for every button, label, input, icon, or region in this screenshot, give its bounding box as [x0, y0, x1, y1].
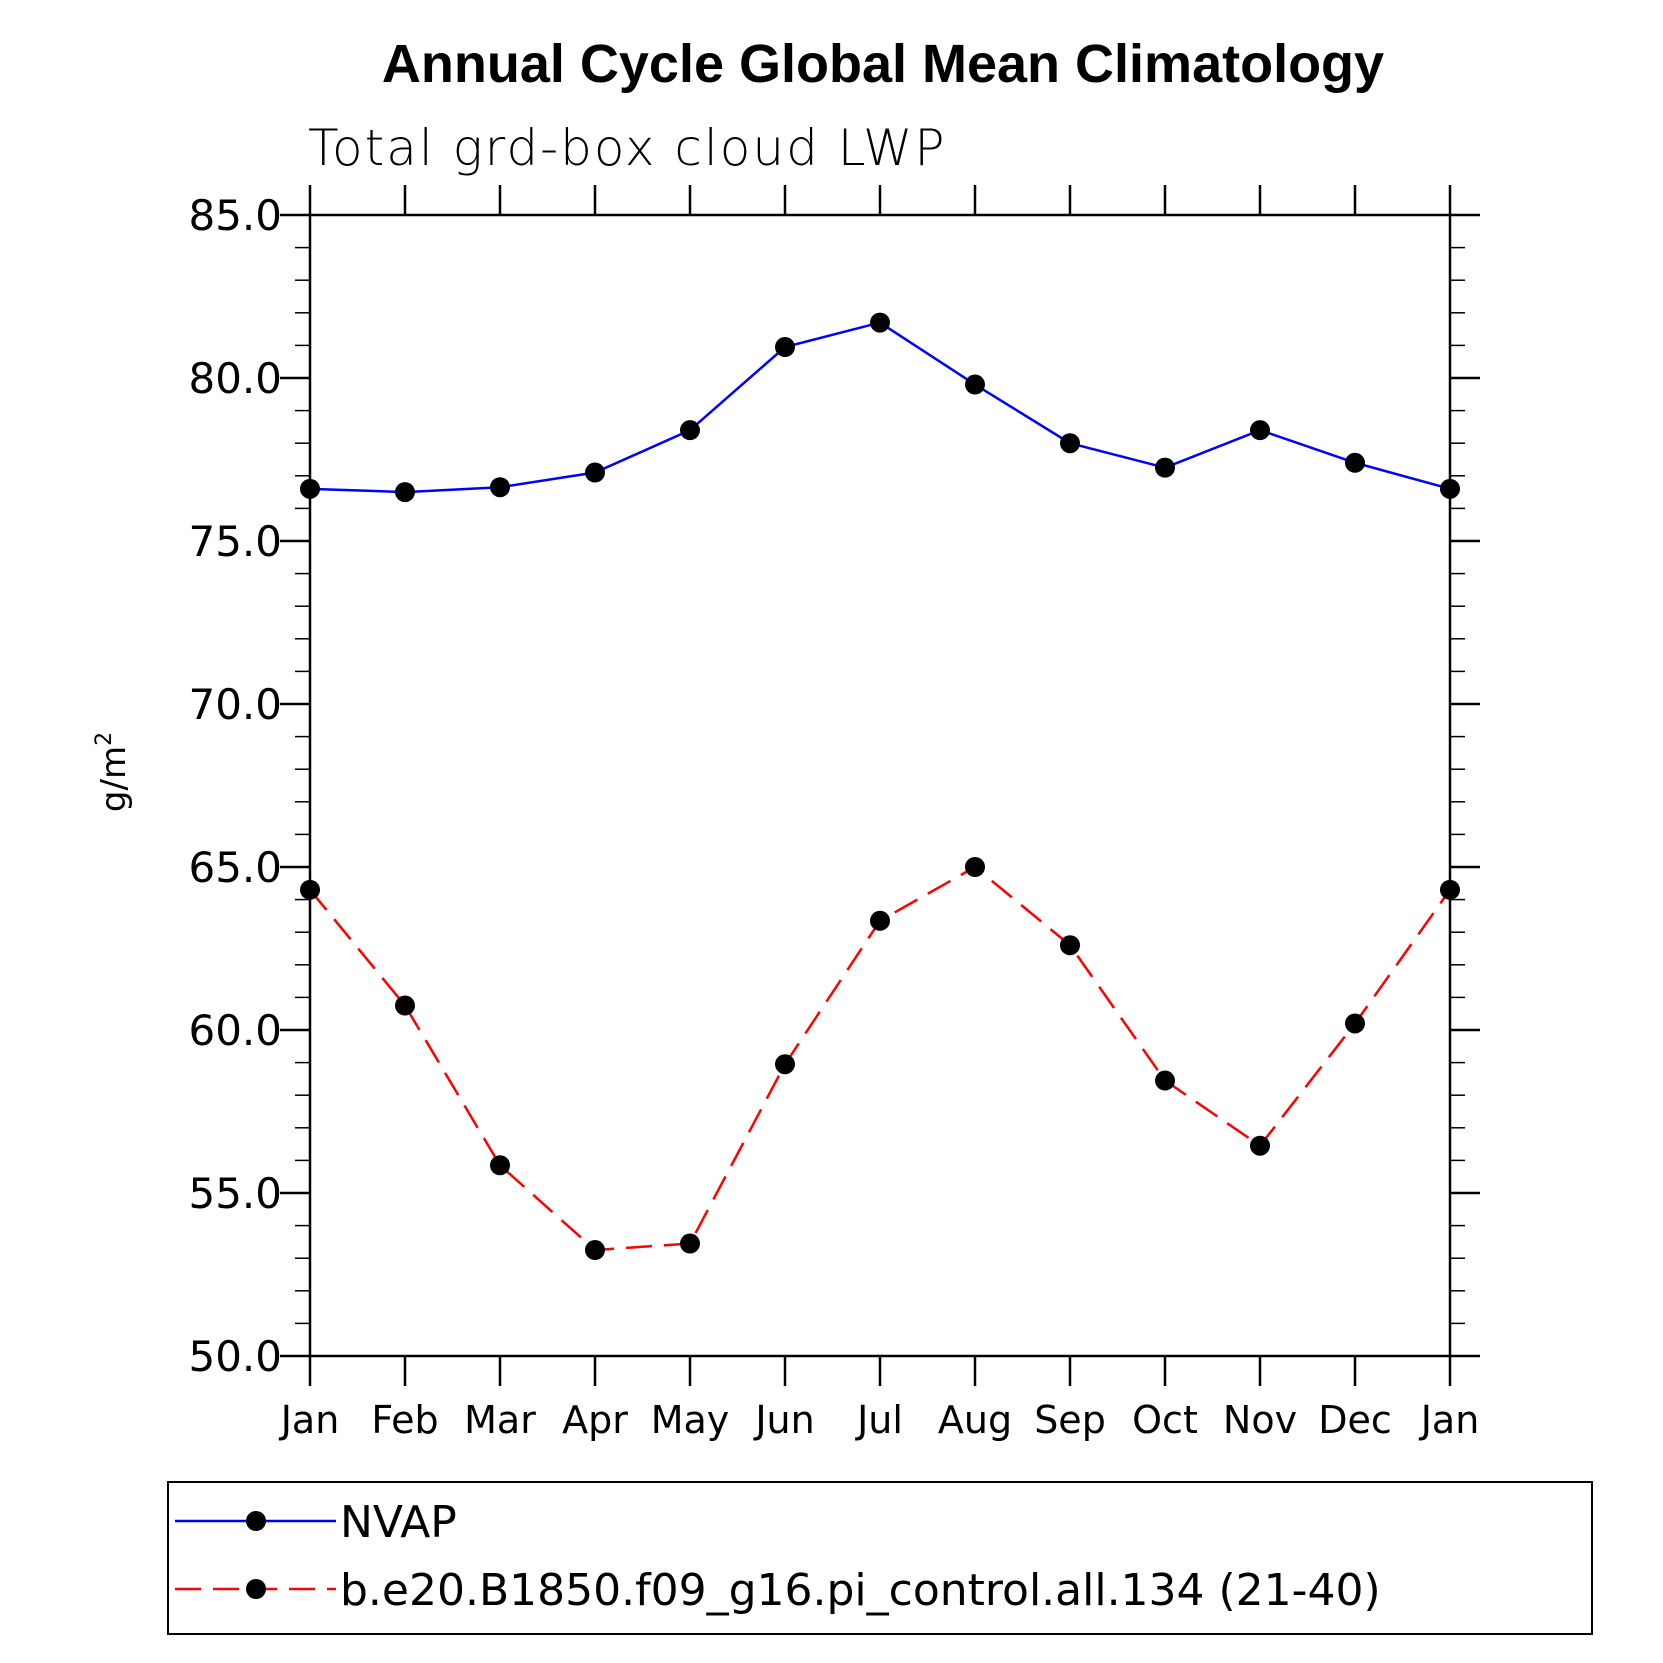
data-point-0-4 — [680, 420, 700, 441]
legend-box — [167, 1481, 1593, 1635]
y-tick-label-6: 80.0 — [188, 354, 282, 403]
y-tick-label-7: 85.0 — [188, 191, 282, 240]
y-tick-label-2: 60.0 — [188, 1006, 282, 1055]
legend-marker-1 — [246, 1579, 266, 1599]
data-point-0-5 — [775, 337, 795, 358]
y-tick-label-5: 75.0 — [188, 517, 282, 566]
y-tick-label-1: 55.0 — [188, 1169, 282, 1218]
data-point-1-0 — [300, 879, 320, 900]
data-point-0-7 — [965, 374, 985, 395]
data-point-1-2 — [490, 1155, 510, 1176]
legend-label-0: NVAP — [340, 1497, 457, 1548]
legend: NVAP b.e20.B1850.f09_g16.pi_control.all.1… — [175, 1497, 1381, 1616]
data-point-0-1 — [395, 482, 415, 503]
data-point-0-8 — [1060, 433, 1080, 454]
data-point-1-5 — [775, 1054, 795, 1075]
x-tick-label-4: May — [651, 1398, 730, 1442]
x-tick-label-10: Nov — [1223, 1398, 1297, 1442]
x-tick-label-6: Jul — [855, 1398, 903, 1442]
y-axis-label-text: g/m — [94, 746, 134, 812]
x-tick-label-12: Jan — [1419, 1398, 1480, 1442]
legend-label-1: b.e20.B1850.f09_g16.pi_control.all.134 (… — [340, 1565, 1381, 1616]
axes: 50.0 55.0 60.0 65.0 70.0 75.0 80.0 85.0 Jan Feb Ma… — [188, 185, 1480, 1442]
x-tick-label-8: Sep — [1034, 1398, 1106, 1442]
series-line-0 — [309, 321, 1451, 494]
x-tick-label-0: Jan — [279, 1398, 340, 1442]
x-tick-label-11: Dec — [1318, 1398, 1392, 1442]
data-point-1-4 — [680, 1233, 700, 1254]
data-point-0-12 — [1440, 478, 1460, 499]
y-tick-label-3: 65.0 — [188, 843, 282, 892]
x-tick-label-1: Feb — [371, 1398, 438, 1442]
y-axis-label: g/m2 — [92, 732, 134, 812]
plot-frame — [308, 213, 1452, 1358]
x-tick-label-5: Jun — [753, 1398, 814, 1442]
y-axis-label-superscript: 2 — [92, 732, 117, 746]
data-point-1-10 — [1250, 1135, 1270, 1156]
x-tick-label-7: Aug — [938, 1398, 1012, 1442]
data-series — [300, 312, 1460, 1261]
y-tick-label-0: 50.0 — [188, 1332, 282, 1381]
x-tick-label-9: Oct — [1132, 1398, 1198, 1442]
x-tick-label-2: Mar — [464, 1398, 536, 1442]
data-point-1-1 — [395, 995, 415, 1016]
data-point-0-0 — [300, 478, 320, 499]
data-point-0-6 — [870, 312, 890, 333]
data-point-0-11 — [1345, 452, 1365, 473]
data-point-1-7 — [965, 857, 985, 877]
chart-subtitle: Total grd-box cloud LWP — [308, 119, 947, 177]
data-point-1-9 — [1155, 1070, 1175, 1091]
data-point-0-2 — [490, 477, 510, 498]
chart-title: Annual Cycle Global Mean Climatology — [382, 34, 1384, 94]
data-point-1-6 — [870, 910, 890, 931]
data-point-1-11 — [1345, 1013, 1365, 1034]
y-tick-label-4: 70.0 — [188, 680, 282, 729]
data-point-1-3 — [585, 1240, 605, 1261]
data-point-0-3 — [585, 462, 605, 483]
data-point-0-10 — [1250, 420, 1270, 441]
data-point-0-9 — [1155, 457, 1175, 478]
data-point-1-8 — [1060, 935, 1080, 956]
legend-marker-0 — [246, 1511, 266, 1531]
data-point-1-12 — [1440, 879, 1460, 900]
x-tick-label-3: Apr — [562, 1398, 628, 1442]
